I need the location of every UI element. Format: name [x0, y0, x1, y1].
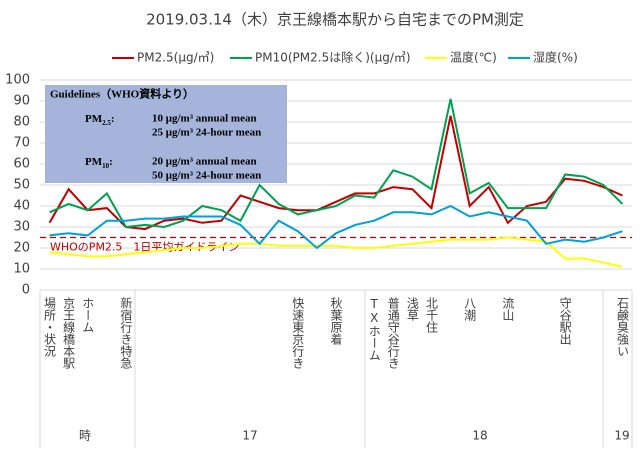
y-tick-label: 60 [13, 157, 30, 172]
x-tick-label: 新宿行き特急 [119, 296, 133, 369]
y-tick-label: 30 [13, 220, 30, 235]
guideline-label: PM10: [85, 156, 113, 170]
x-tick-label: 八潮 [463, 297, 477, 322]
chart-title: 2019.03.14（木）京王線橋本駅から自宅までのPM測定 [146, 11, 524, 29]
hour-label: 時 [79, 429, 91, 443]
y-tick-label: 40 [13, 199, 30, 214]
y-tick-label: 10 [13, 262, 30, 277]
x-tick-label: TXホーム [367, 297, 381, 361]
x-tick-label: 京王線橋本駅 [62, 297, 76, 370]
guideline-suffix: : [111, 113, 115, 125]
legend-label: PM10(PM2.5は除く)(μg/㎥) [255, 50, 411, 65]
y-tick-label: 90 [13, 94, 30, 109]
guideline-sub: 2.5 [102, 119, 111, 127]
y-tick-label: 80 [13, 115, 30, 130]
y-tick-label: 100 [5, 73, 30, 88]
y-tick-label: 0 [22, 283, 30, 298]
guideline-pm: PM [85, 156, 103, 168]
legend-label: 温度(℃) [450, 50, 497, 65]
guideline-label: PM2.5: [85, 113, 115, 127]
reference-label: WHOのPM2.5 1日平均ガイドライン [50, 241, 239, 254]
y-tick-label: 70 [13, 136, 30, 151]
hour-label: 19 [614, 429, 629, 443]
x-tick-label: 場所・状況 [43, 297, 57, 357]
x-tick-label: 流山 [501, 297, 515, 321]
hour-label: 18 [472, 429, 487, 443]
x-tick-label: 北千住 [424, 297, 438, 333]
x-tick-label: 石鹸臭強い [615, 297, 629, 357]
guideline-suffix: : [109, 156, 113, 168]
x-tick-label: 快速東京行き [291, 297, 305, 369]
hour-label: 17 [242, 429, 257, 443]
x-tick-label: 普通守谷行き [386, 297, 400, 369]
guideline-line: 10 μg/m³ annual mean [152, 113, 257, 125]
x-tick-label: ホーム [81, 297, 95, 333]
series-line [49, 204, 623, 250]
x-tick-label: 秋葉原着 [329, 297, 343, 346]
x-tick-label: 守谷駅出 [558, 297, 572, 345]
guideline-sub: 10 [102, 162, 110, 170]
series-line [49, 98, 624, 229]
series-line [48, 115, 623, 231]
guideline-line: 25 μg/m³ 24-hour mean [152, 127, 261, 139]
x-tick-label: 浅草 [405, 297, 419, 321]
guideline-line: 20 μg/m³ annual mean [152, 156, 257, 168]
guideline-line: 50 μg/m³ 24-hour mean [152, 170, 261, 182]
guideline-box [45, 85, 287, 183]
legend-label: PM2.5(μg/㎥) [137, 51, 214, 65]
series-line [49, 236, 623, 268]
guideline-title: Guidelines（WHO資料より） [50, 87, 194, 101]
legend-label: 湿度(%) [533, 50, 578, 65]
y-tick-label: 20 [13, 241, 30, 256]
y-tick-label: 50 [13, 178, 30, 193]
guideline-pm: PM [85, 113, 103, 125]
